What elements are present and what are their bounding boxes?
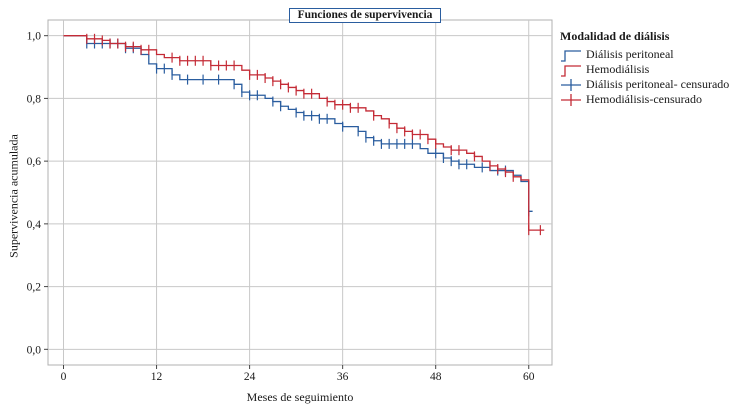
legend-item-peritoneal-censored: Diálisis peritoneal- censurado [560,77,738,92]
y-tick-label: 0,8 [27,93,42,105]
y-tick-label: 1,0 [27,31,42,43]
legend-item-hemodialisis-censored: Hemodiálisis-censurado [560,92,738,107]
chart-title: Funciones de supervivencia [289,8,441,23]
y-tick-label: 0,0 [27,344,42,356]
x-tick-label: 24 [244,371,256,383]
legend-swatch-peritoneal [561,49,581,62]
legend: Modalidad de diálisis Diálisis peritonea… [560,29,738,107]
legend-swatch-hemodialisis-censored [561,93,581,106]
legend-swatch-hemodialisis [561,64,581,77]
legend-title: Modalidad de diálisis [560,29,670,43]
x-tick-label: 36 [337,371,349,383]
legend-item-hemodialisis: Hemodiálisis [560,62,738,77]
y-tick-label: 0,6 [27,156,42,168]
y-axis-label: Supervivencia acumulada [6,134,21,258]
legend-label-peritoneal-censored: Diálisis peritoneal- censurado [586,77,730,91]
y-tick-label: 0,2 [27,282,42,294]
x-tick-label: 60 [523,371,535,383]
y-tick-label: 0,4 [27,219,42,231]
legend-label-hemodialisis: Hemodiálisis [586,62,650,76]
legend-label-peritoneal: Diálisis peritoneal [586,47,674,61]
x-tick-label: 48 [430,371,442,383]
legend-label-hemodialisis-censored: Hemodiálisis-censurado [586,92,702,106]
legend-swatch-peritoneal-censored [561,78,581,91]
x-tick-label: 0 [61,371,67,383]
x-tick-label: 12 [151,371,163,383]
plot-area [47,19,553,366]
legend-item-peritoneal: Diálisis peritoneal [560,47,738,62]
x-axis-label: Meses de seguimiento [246,390,354,404]
